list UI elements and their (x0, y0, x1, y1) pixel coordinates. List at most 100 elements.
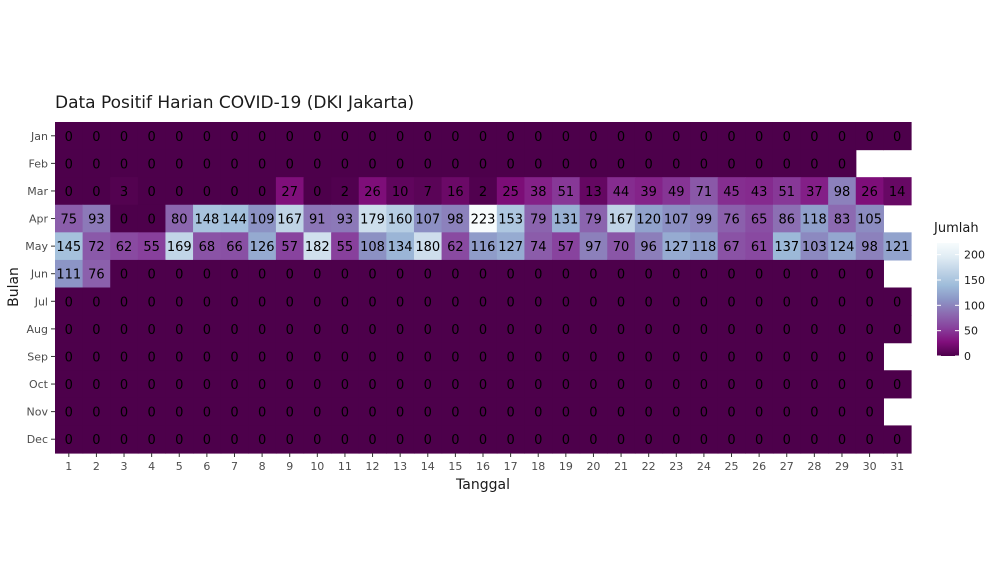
x-tick-label: 12 (366, 460, 380, 473)
heatmap-cell (717, 232, 746, 261)
x-tick-label: 3 (121, 460, 128, 473)
cell-value-label: 0 (617, 157, 625, 172)
cell-value-label: 0 (175, 130, 183, 145)
cell-value-label: 0 (203, 406, 211, 421)
cell-value-label: 0 (617, 130, 625, 145)
heatmap-cell (193, 342, 222, 371)
cell-value-label: 0 (203, 295, 211, 310)
heatmap-cell (828, 287, 857, 316)
heatmap-cell (275, 397, 305, 427)
cell-value-label: 0 (148, 378, 156, 393)
heatmap-cell (524, 177, 553, 206)
cell-value-label: 0 (341, 378, 349, 393)
cell-value-label: 0 (534, 406, 542, 421)
cell-value-label: 25 (502, 185, 519, 200)
x-tick-label: 6 (203, 460, 210, 473)
heatmap-cell (110, 315, 139, 344)
cell-value-label: 0 (727, 323, 735, 338)
heatmap-cell (331, 370, 360, 399)
cell-value-label: 14 (889, 185, 906, 200)
x-tick-label: 2 (93, 460, 100, 473)
cell-value-label: 0 (479, 350, 487, 365)
cell-value-label: 0 (589, 350, 597, 365)
cell-value-label: 0 (258, 433, 266, 448)
heatmap-cell (496, 370, 526, 399)
heatmap-cell (137, 259, 167, 289)
cell-value-label: 0 (838, 157, 846, 172)
heatmap-cell (828, 232, 857, 261)
cell-value-label: 38 (530, 185, 547, 200)
cell-value-label: 0 (700, 157, 708, 172)
heatmap-cell (413, 177, 443, 206)
cell-value-label: 0 (203, 350, 211, 365)
cell-value-label: 0 (755, 378, 763, 393)
heatmap-cell (662, 232, 691, 261)
cell-value-label: 0 (258, 350, 266, 365)
x-tick-label: 7 (231, 460, 238, 473)
heatmap-cell (855, 342, 884, 371)
heatmap-cell (579, 287, 608, 316)
cell-value-label: 0 (203, 378, 211, 393)
heatmap-cell (165, 342, 194, 371)
cell-value-label: 44 (613, 185, 630, 200)
cell-value-label: 0 (645, 268, 653, 283)
heatmap-cell (137, 342, 167, 371)
heatmap-cell (745, 397, 774, 427)
heatmap-cell (137, 315, 167, 344)
heatmap-cell (110, 259, 139, 289)
cell-value-label: 0 (396, 130, 404, 145)
heatmap-cell (358, 370, 387, 399)
heatmap-cell (690, 425, 719, 454)
cell-value-label: 93 (337, 213, 354, 228)
cell-value-label: 0 (783, 130, 791, 145)
cell-value-label: 0 (755, 433, 763, 448)
cell-value-label: 0 (258, 323, 266, 338)
heatmap-cell (745, 259, 774, 289)
cell-value-label: 0 (203, 433, 211, 448)
y-tick-label: Jul (34, 295, 48, 308)
heatmap-cell (883, 122, 912, 151)
cell-value-label: 0 (175, 157, 183, 172)
cell-value-label: 0 (645, 323, 653, 338)
cell-value-label: 127 (664, 240, 689, 255)
cell-value-label: 0 (396, 295, 404, 310)
heatmap-cell (469, 122, 498, 151)
cell-value-label: 0 (258, 130, 266, 145)
cell-value-label: 0 (672, 350, 680, 365)
cell-value-label: 0 (148, 406, 156, 421)
x-tick-label: 10 (310, 460, 324, 473)
cell-value-label: 62 (447, 240, 464, 255)
cell-value-label: 70 (613, 240, 630, 255)
cell-value-label: 0 (396, 350, 404, 365)
x-axis-title: Tanggal (455, 477, 510, 493)
heatmap-cell (220, 149, 249, 178)
x-tick-label: 20 (586, 460, 600, 473)
cell-value-label: 0 (92, 378, 100, 393)
heatmap-cell (386, 122, 415, 151)
cell-value-label: 0 (451, 323, 459, 338)
cell-value-label: 0 (479, 268, 487, 283)
cell-value-label: 0 (368, 157, 376, 172)
y-tick-label: Aug (27, 323, 48, 336)
cell-value-label: 0 (148, 350, 156, 365)
x-tick-label: 8 (259, 460, 266, 473)
cell-value-label: 0 (313, 295, 321, 310)
heatmap-cell (524, 149, 553, 178)
heatmap-cell (772, 342, 802, 371)
heatmap-cell (248, 122, 277, 151)
heatmap-cell (193, 232, 222, 261)
heatmap-cell (55, 177, 84, 206)
heatmap-cell (690, 287, 719, 316)
heatmap-cell (800, 397, 829, 427)
heatmap-cell (165, 315, 194, 344)
x-tick-label: 15 (448, 460, 462, 473)
heatmap-cell (717, 177, 746, 206)
heatmap-cell (303, 287, 332, 316)
cell-value-label: 0 (230, 350, 238, 365)
cell-value-label: 0 (286, 350, 294, 365)
heatmap-cell (137, 177, 167, 206)
heatmap-cell (552, 287, 581, 316)
heatmap-cell (800, 425, 829, 454)
heatmap-cell (772, 315, 802, 344)
cell-value-label: 0 (286, 378, 294, 393)
